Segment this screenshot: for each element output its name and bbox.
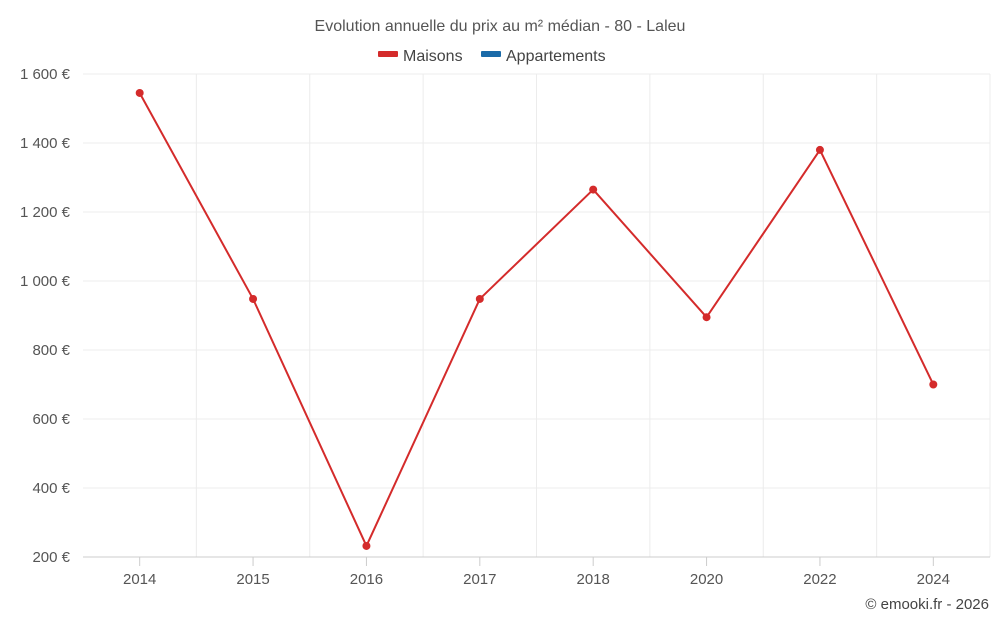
x-tick-label: 2015 <box>236 571 269 588</box>
y-tick-label: 1 000 € <box>20 273 71 290</box>
y-tick-label: 800 € <box>32 342 70 359</box>
data-point-2016[interactable] <box>362 541 371 550</box>
y-tick-label: 400 € <box>32 480 70 497</box>
y-tick-label: 1 400 € <box>20 135 71 152</box>
x-tick-label: 2016 <box>350 571 383 588</box>
legend-label-appartements: Appartements <box>506 48 606 65</box>
x-tick-label: 2024 <box>917 571 950 588</box>
x-tick-label: 2017 <box>463 571 496 588</box>
series-line-maisons <box>138 92 935 547</box>
grid <box>83 73 991 557</box>
y-tick-label: 600 € <box>32 411 70 428</box>
x-tick-label: 2018 <box>577 571 610 588</box>
data-point-2018[interactable] <box>589 185 598 194</box>
x-tick-label: 2014 <box>123 571 156 588</box>
data-point-2017[interactable] <box>475 294 484 303</box>
legend-swatch-maisons <box>378 51 398 57</box>
legend-swatch-appartements <box>481 51 501 57</box>
x-tick-label: 2022 <box>803 571 836 588</box>
legend-item-appartements[interactable]: Appartements <box>481 48 606 65</box>
credit-text: © emooki.fr - 2026 <box>865 596 989 613</box>
axes: 200 € 400 € 600 € 800 € 1 000 € 1 200 € 1 400 … <box>20 66 990 588</box>
y-tick-label: 1 600 € <box>20 66 71 83</box>
legend-label-maisons: Maisons <box>403 48 463 65</box>
data-point-2022[interactable] <box>815 145 824 154</box>
data-point-2014[interactable] <box>135 88 144 97</box>
data-point-2015[interactable] <box>249 294 258 303</box>
data-point-2024[interactable] <box>929 380 938 389</box>
chart-title: Evolution annuelle du prix au m² médian … <box>315 18 686 35</box>
series-maisons <box>135 88 938 550</box>
x-tick-label: 2020 <box>690 571 723 588</box>
legend: Maisons Appartements <box>378 48 606 65</box>
y-tick-label: 1 200 € <box>20 204 71 221</box>
legend-item-maisons[interactable]: Maisons <box>378 48 463 65</box>
data-point-2020[interactable] <box>702 313 711 322</box>
y-tick-label: 200 € <box>32 549 70 566</box>
